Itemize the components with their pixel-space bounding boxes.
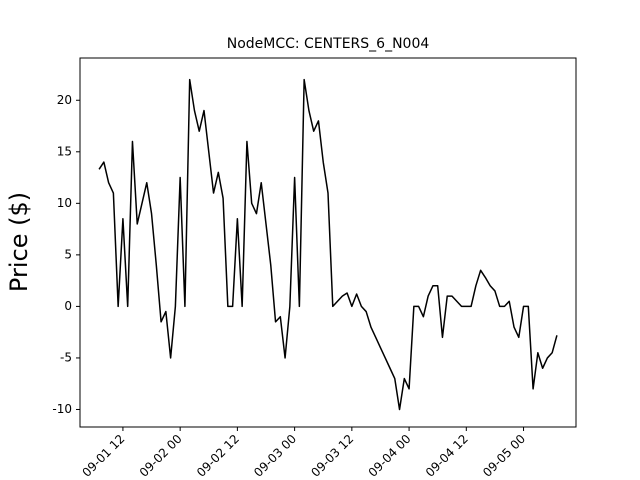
y-tick-label: 5 [64,247,72,261]
chart-title: NodeMCC: CENTERS_6_N004 [227,36,430,52]
y-tick-label: 15 [57,144,72,158]
y-tick-label: 10 [57,196,72,210]
y-tick-label: 0 [64,299,72,313]
price-line [98,78,558,411]
y-axis-label: Price ($) [5,192,33,292]
x-tick-label: 09-03 12 [308,432,356,480]
x-tick-label: 09-01 12 [79,432,127,480]
plot-frame [79,57,577,428]
x-tick-label: 09-04 00 [366,432,414,480]
x-tick-label: 09-05 00 [480,432,528,480]
x-tick-label: 09-02 12 [194,432,242,480]
y-tick-label: -5 [60,350,72,364]
y-tick-label: 20 [57,93,72,107]
x-tick-label: 09-02 00 [137,432,185,480]
x-tick-label: 09-03 00 [251,432,299,480]
y-tick-label: -10 [52,402,72,416]
x-tick-label: 09-04 12 [423,432,471,480]
